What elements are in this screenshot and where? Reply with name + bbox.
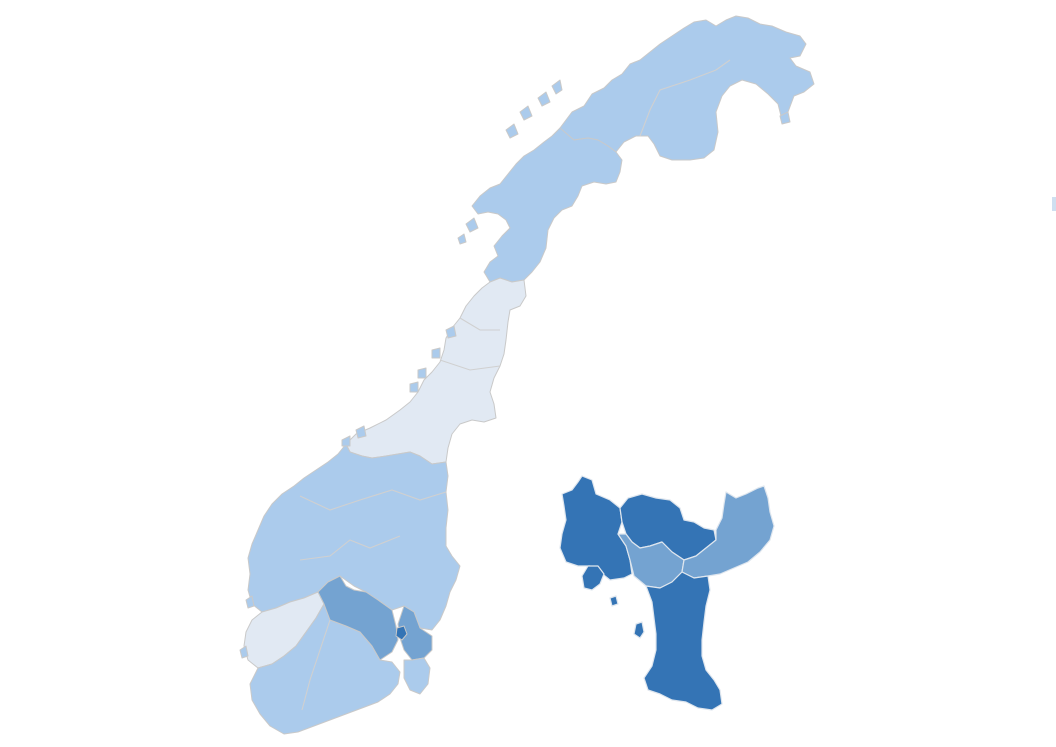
inset-region-east[interactable] [681, 485, 775, 579]
inset-region-south[interactable] [643, 571, 723, 711]
map-region-ostfold[interactable] [403, 657, 431, 695]
map-region-south[interactable] [249, 603, 401, 735]
map-region-north[interactable] [559, 15, 815, 161]
county-borders [299, 59, 731, 711]
main-map [239, 15, 815, 735]
coastal-islands [239, 79, 791, 659]
map-region-oslo[interactable] [395, 625, 408, 641]
inset-region-island-a[interactable] [581, 565, 605, 591]
inset-region-island-b[interactable] [633, 621, 645, 639]
legend-edge-marker [1052, 197, 1056, 211]
map-region-nordland[interactable] [471, 127, 623, 283]
inset-region-west[interactable] [559, 475, 633, 581]
inset-map [559, 475, 775, 711]
map-region-trondelag[interactable] [345, 277, 527, 465]
inset-region-islet [609, 595, 619, 607]
